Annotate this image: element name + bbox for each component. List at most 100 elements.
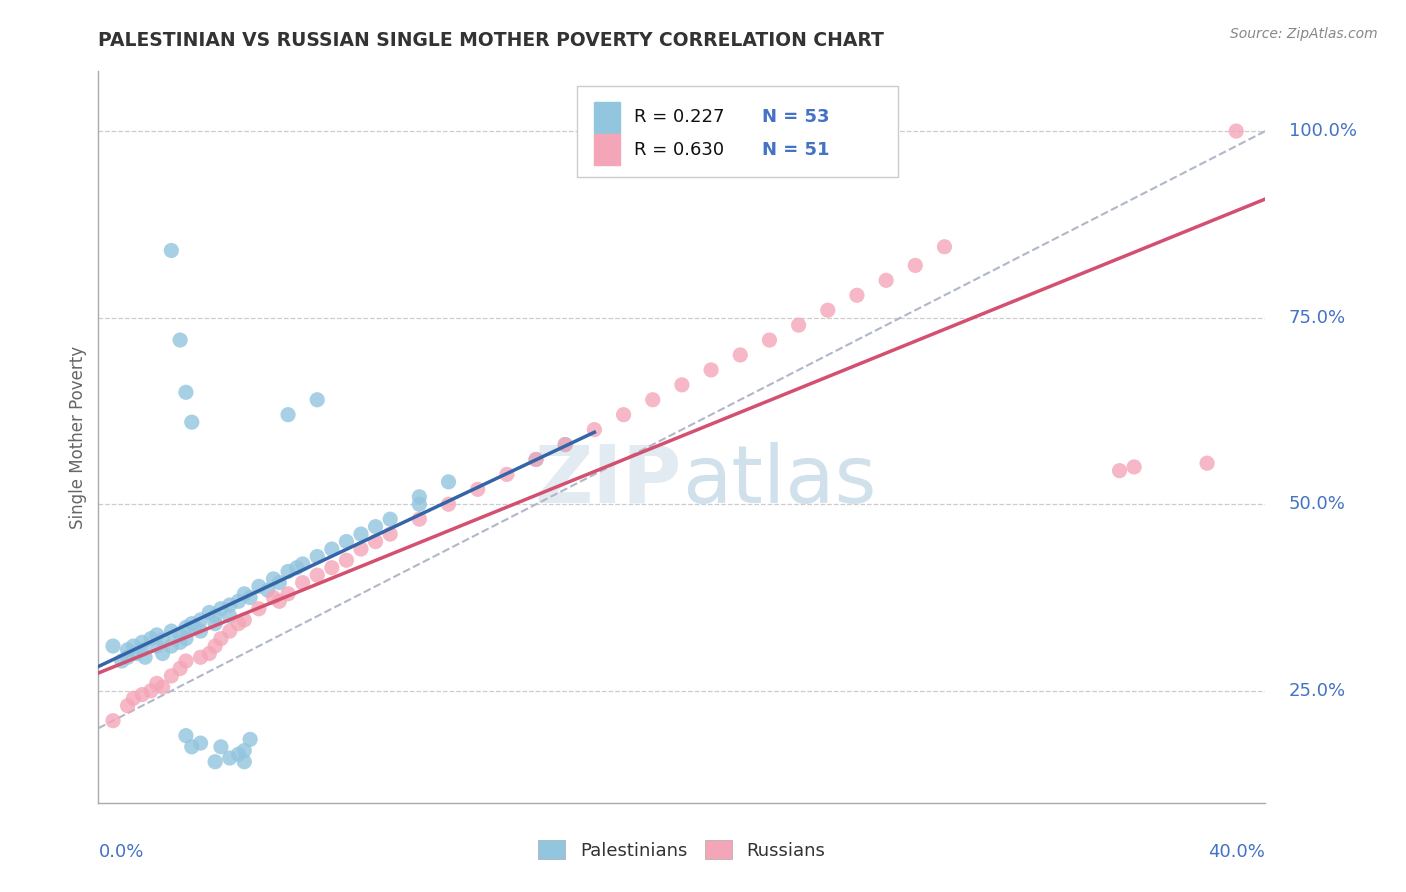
Text: ZIP: ZIP — [534, 442, 682, 520]
Point — [152, 647, 174, 661]
Text: 25.0%: 25.0% — [1289, 681, 1346, 700]
Point — [131, 688, 153, 702]
Text: N = 51: N = 51 — [762, 141, 830, 159]
Point — [218, 624, 240, 639]
Point — [183, 620, 205, 634]
Legend: Palestinians, Russians: Palestinians, Russians — [531, 833, 832, 867]
Point — [380, 512, 402, 526]
Point — [204, 609, 226, 624]
Point — [307, 568, 329, 582]
Point — [641, 392, 664, 407]
Point — [180, 616, 202, 631]
Point — [139, 632, 162, 646]
Point — [496, 467, 519, 482]
Point — [583, 423, 606, 437]
Point — [239, 732, 262, 747]
Point — [934, 240, 956, 254]
Point — [146, 676, 169, 690]
FancyBboxPatch shape — [576, 86, 898, 178]
Point — [269, 594, 291, 608]
Point — [1108, 464, 1130, 478]
Text: PALESTINIAN VS RUSSIAN SINGLE MOTHER POVERTY CORRELATION CHART: PALESTINIAN VS RUSSIAN SINGLE MOTHER POV… — [98, 31, 884, 50]
Point — [122, 691, 145, 706]
Point — [671, 377, 693, 392]
Point — [117, 698, 139, 713]
Point — [335, 553, 357, 567]
Text: 75.0%: 75.0% — [1289, 309, 1346, 326]
Point — [190, 613, 212, 627]
Point — [228, 747, 250, 762]
Point — [437, 497, 460, 511]
Point — [180, 739, 202, 754]
Point — [160, 244, 183, 258]
Point — [146, 628, 169, 642]
Point — [233, 613, 256, 627]
Point — [174, 385, 197, 400]
Point — [350, 542, 373, 557]
Bar — [595, 102, 620, 133]
Point — [190, 736, 212, 750]
Point — [817, 303, 839, 318]
Point — [247, 579, 270, 593]
Point — [758, 333, 780, 347]
Point — [1195, 456, 1218, 470]
Point — [335, 534, 357, 549]
Point — [125, 647, 148, 661]
Point — [131, 642, 153, 657]
Point — [233, 743, 256, 757]
Point — [228, 594, 250, 608]
Point — [321, 542, 343, 557]
Point — [437, 475, 460, 489]
Point — [364, 519, 387, 533]
Point — [160, 669, 183, 683]
Point — [256, 583, 278, 598]
Point — [612, 408, 634, 422]
Point — [904, 259, 927, 273]
Point — [139, 683, 162, 698]
Point — [117, 642, 139, 657]
Point — [152, 680, 174, 694]
Point — [846, 288, 869, 302]
Point — [209, 739, 232, 754]
Point — [524, 452, 547, 467]
Bar — [595, 135, 620, 165]
Point — [228, 616, 250, 631]
Point — [122, 639, 145, 653]
Point — [408, 512, 430, 526]
Point — [204, 639, 226, 653]
Point — [190, 624, 212, 639]
Point — [239, 591, 262, 605]
Point — [233, 587, 256, 601]
Point — [218, 598, 240, 612]
Point — [169, 333, 191, 347]
Point — [787, 318, 810, 332]
Text: Source: ZipAtlas.com: Source: ZipAtlas.com — [1230, 27, 1378, 41]
Point — [364, 534, 387, 549]
Point — [291, 557, 314, 571]
Text: 40.0%: 40.0% — [1209, 843, 1265, 861]
Point — [380, 527, 402, 541]
Text: R = 0.630: R = 0.630 — [634, 141, 724, 159]
Point — [307, 549, 329, 564]
Point — [1123, 459, 1146, 474]
Point — [190, 650, 212, 665]
Point — [291, 575, 314, 590]
Point — [174, 654, 197, 668]
Point — [169, 661, 191, 675]
Point — [700, 363, 723, 377]
Point — [152, 633, 174, 648]
Point — [554, 437, 576, 451]
Point — [160, 639, 183, 653]
Point — [262, 572, 284, 586]
Point — [554, 437, 576, 451]
Text: N = 53: N = 53 — [762, 109, 830, 127]
Point — [174, 620, 197, 634]
Text: atlas: atlas — [682, 442, 876, 520]
Point — [198, 606, 221, 620]
Point — [111, 654, 134, 668]
Text: R = 0.227: R = 0.227 — [634, 109, 724, 127]
Point — [169, 628, 191, 642]
Point — [134, 650, 156, 665]
Point — [198, 647, 221, 661]
Point — [277, 587, 299, 601]
